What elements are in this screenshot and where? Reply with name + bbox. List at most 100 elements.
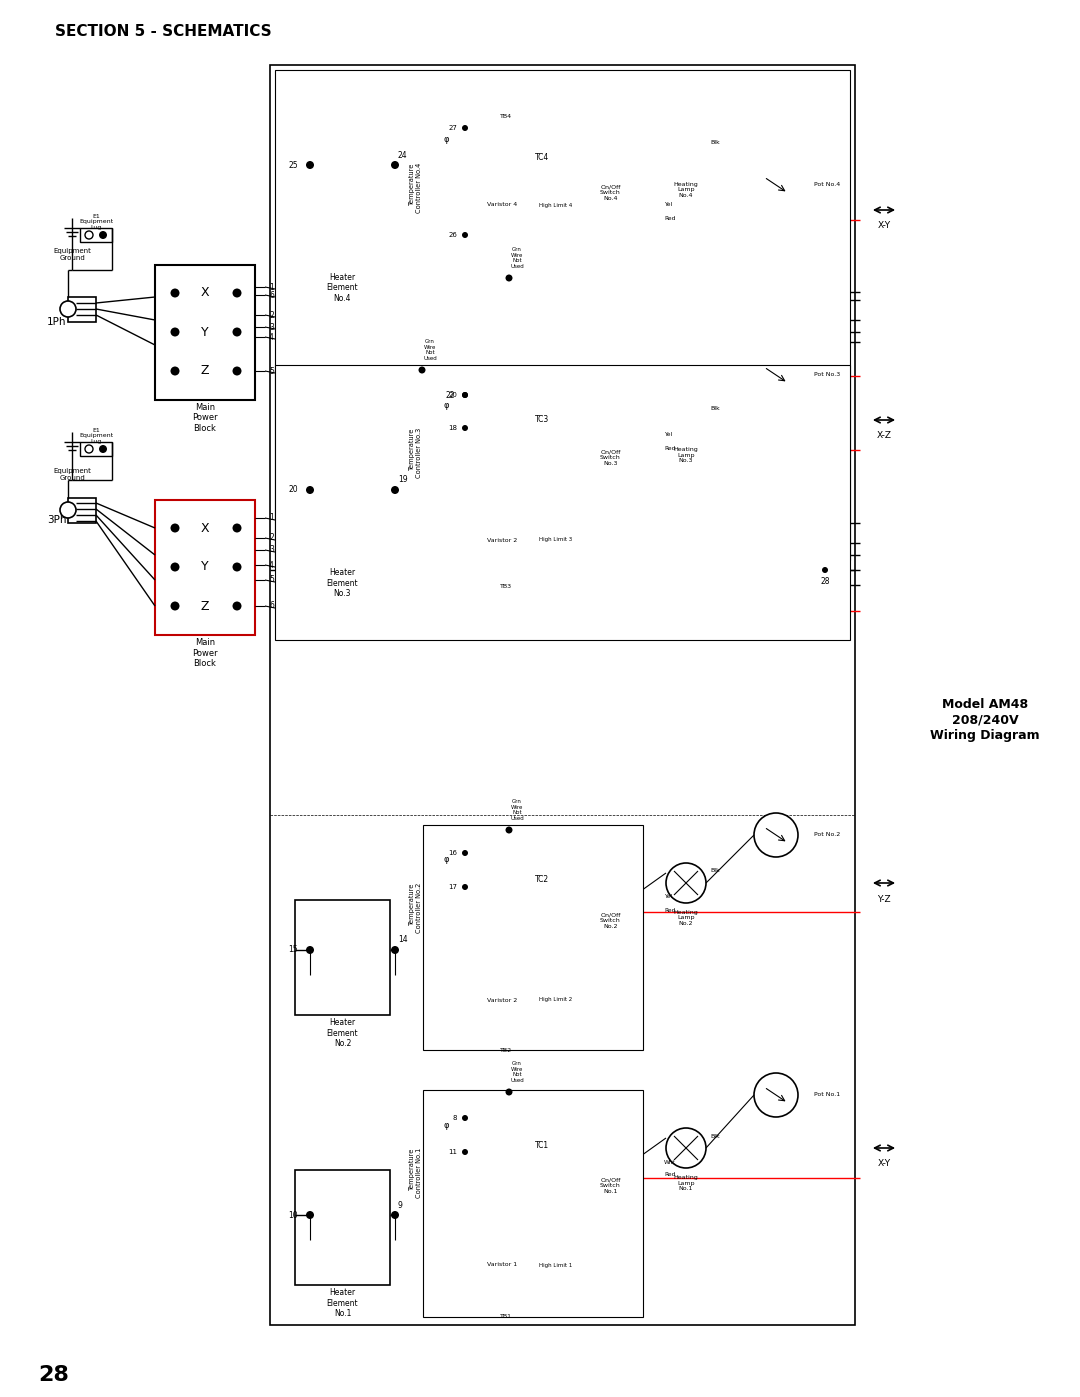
Circle shape bbox=[666, 1127, 706, 1168]
Circle shape bbox=[489, 1027, 499, 1035]
Bar bbox=[588, 455, 633, 485]
Circle shape bbox=[232, 327, 242, 337]
Circle shape bbox=[505, 274, 513, 282]
Circle shape bbox=[438, 131, 454, 148]
Text: 27: 27 bbox=[448, 124, 457, 131]
Bar bbox=[275, 365, 850, 640]
Circle shape bbox=[470, 852, 486, 868]
Text: High Limit 2: High Limit 2 bbox=[539, 997, 572, 1003]
Text: X-Z: X-Z bbox=[877, 432, 891, 440]
Bar bbox=[588, 190, 633, 219]
Bar bbox=[487, 1275, 525, 1308]
Circle shape bbox=[462, 232, 468, 237]
Text: Red: Red bbox=[664, 215, 675, 221]
Text: Blk: Blk bbox=[710, 405, 719, 411]
Circle shape bbox=[666, 863, 706, 902]
Circle shape bbox=[508, 1294, 516, 1302]
Circle shape bbox=[438, 397, 454, 414]
Text: Equipment
Ground: Equipment Ground bbox=[53, 468, 91, 482]
Circle shape bbox=[489, 548, 499, 556]
Text: TC2: TC2 bbox=[535, 876, 549, 884]
Bar bbox=[156, 265, 255, 400]
Text: TC4: TC4 bbox=[535, 154, 550, 162]
Text: Grn
Wire
Not
Used: Grn Wire Not Used bbox=[510, 799, 524, 821]
Circle shape bbox=[489, 563, 499, 573]
Bar bbox=[487, 1009, 525, 1039]
Text: 16: 16 bbox=[448, 849, 457, 856]
Circle shape bbox=[462, 393, 468, 398]
Text: Heating
Lamp
No.1: Heating Lamp No.1 bbox=[674, 1175, 699, 1192]
Text: 5: 5 bbox=[269, 576, 274, 584]
Text: Yel: Yel bbox=[664, 433, 672, 437]
Text: Heater
Element
No.2: Heater Element No.2 bbox=[326, 1018, 359, 1048]
Circle shape bbox=[462, 1115, 468, 1120]
Bar bbox=[295, 155, 390, 270]
Bar bbox=[453, 909, 467, 928]
Circle shape bbox=[85, 446, 93, 453]
Text: 9: 9 bbox=[399, 1200, 403, 1210]
Circle shape bbox=[482, 155, 522, 196]
Bar bbox=[428, 830, 498, 985]
Text: 3: 3 bbox=[269, 545, 274, 555]
Circle shape bbox=[508, 548, 516, 556]
Circle shape bbox=[391, 486, 399, 495]
Bar bbox=[583, 1148, 638, 1222]
Bar bbox=[423, 370, 643, 587]
Bar bbox=[428, 374, 498, 529]
Text: 20: 20 bbox=[448, 393, 457, 398]
Bar bbox=[295, 450, 390, 564]
Text: 2: 2 bbox=[269, 310, 273, 320]
Circle shape bbox=[508, 94, 516, 102]
Circle shape bbox=[507, 1134, 527, 1155]
Text: Grn
Wire
Not
Used: Grn Wire Not Used bbox=[510, 247, 524, 270]
Bar bbox=[423, 105, 643, 205]
Text: Yel: Yel bbox=[664, 203, 672, 208]
Text: Red: Red bbox=[664, 1172, 675, 1178]
Circle shape bbox=[306, 161, 314, 169]
Text: Varistor 2: Varistor 2 bbox=[487, 997, 517, 1003]
Circle shape bbox=[438, 1118, 454, 1133]
Text: 28: 28 bbox=[820, 577, 829, 587]
Text: On/Off
Switch
No.2: On/Off Switch No.2 bbox=[600, 912, 621, 929]
Circle shape bbox=[754, 813, 798, 856]
Circle shape bbox=[391, 946, 399, 954]
Circle shape bbox=[438, 852, 454, 868]
Text: Heater
Element
No.3: Heater Element No.3 bbox=[326, 569, 359, 598]
Circle shape bbox=[505, 827, 513, 834]
Circle shape bbox=[85, 231, 93, 239]
Bar bbox=[588, 1183, 633, 1213]
Bar bbox=[156, 500, 255, 636]
Text: On/Off
Switch
No.1: On/Off Switch No.1 bbox=[600, 1178, 621, 1194]
Text: Heating
Lamp
No.3: Heating Lamp No.3 bbox=[674, 447, 699, 464]
Bar bbox=[68, 497, 96, 522]
Text: Heater
Element
No.4: Heater Element No.4 bbox=[326, 272, 359, 303]
Text: φ: φ bbox=[443, 1120, 449, 1130]
Text: Varistor 2: Varistor 2 bbox=[487, 538, 517, 542]
Circle shape bbox=[462, 393, 468, 398]
Circle shape bbox=[666, 400, 706, 440]
Bar bbox=[588, 918, 633, 949]
Text: 15: 15 bbox=[288, 946, 298, 954]
Bar bbox=[270, 66, 855, 1324]
Text: On/Off
Switch
No.3: On/Off Switch No.3 bbox=[600, 450, 621, 465]
Text: 4: 4 bbox=[269, 332, 274, 341]
Text: Grn
Wire
Not
Used: Grn Wire Not Used bbox=[423, 339, 437, 362]
Circle shape bbox=[171, 366, 179, 376]
Text: 1: 1 bbox=[269, 514, 273, 522]
Circle shape bbox=[470, 1118, 486, 1133]
Circle shape bbox=[99, 231, 107, 239]
Bar bbox=[433, 909, 447, 928]
Bar bbox=[295, 1171, 390, 1285]
Bar bbox=[295, 900, 390, 1016]
Text: φ: φ bbox=[443, 401, 449, 409]
Text: 5: 5 bbox=[269, 366, 274, 376]
Text: Blk: Blk bbox=[710, 869, 719, 873]
Text: Y-Z: Y-Z bbox=[877, 894, 891, 904]
Text: Z: Z bbox=[201, 599, 210, 612]
Circle shape bbox=[462, 884, 468, 890]
Circle shape bbox=[508, 77, 516, 87]
Circle shape bbox=[470, 397, 486, 414]
Circle shape bbox=[232, 289, 242, 298]
Bar bbox=[428, 110, 498, 265]
Text: Blk: Blk bbox=[710, 141, 719, 145]
